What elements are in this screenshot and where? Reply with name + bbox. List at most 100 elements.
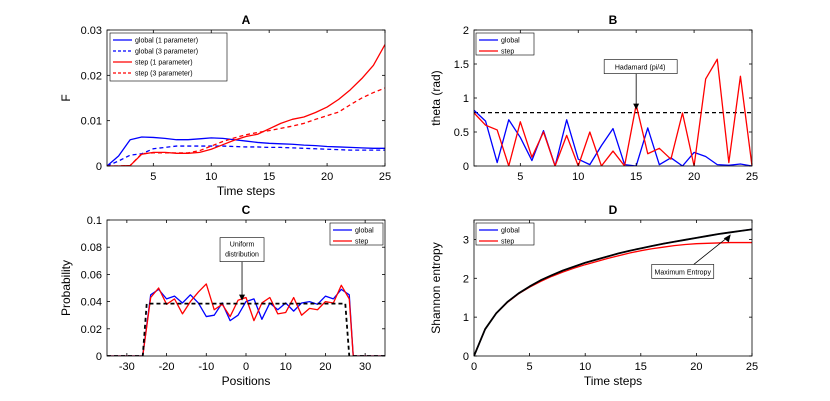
y-tick-label: 0.06 xyxy=(81,269,102,281)
y-axis-label: F xyxy=(59,94,73,101)
chart-panel-b: B 5 10 15 20 25 0 0.5 1 1.5 2 theta (rad) global step… xyxy=(429,13,758,183)
y-tick-label: 0.01 xyxy=(81,116,102,128)
y-tick-label: 0.02 xyxy=(81,70,102,82)
series-group xyxy=(474,228,752,356)
y-tick-label: 2 xyxy=(463,273,469,285)
annotation-box xyxy=(603,59,678,74)
annotation-box xyxy=(651,264,715,279)
x-tick-label: 0 xyxy=(471,361,477,373)
legend: global step xyxy=(475,32,535,56)
y-tick-label: 0.5 xyxy=(454,127,469,139)
series-line-global-1-parameter xyxy=(107,136,385,166)
x-tick-label: 5 xyxy=(150,171,156,183)
legend: global step xyxy=(475,222,535,246)
y-axis-label: theta (rad) xyxy=(429,70,443,125)
x-tick-label: 5 xyxy=(527,361,533,373)
x-tick-label: 10 xyxy=(280,361,292,373)
y-tick-label: 0.04 xyxy=(81,297,102,309)
x-tick-label: 15 xyxy=(630,171,642,183)
x-axis-label: Positions xyxy=(222,374,271,388)
x-tick-label: 20 xyxy=(321,171,333,183)
legend-label: step xyxy=(501,239,514,246)
y-tick-label: 0 xyxy=(463,351,469,363)
y-tick-label: 0.03 xyxy=(81,25,102,37)
x-tick-label: -10 xyxy=(198,361,214,373)
annotation-box xyxy=(219,237,265,262)
annotation-text: Hadamard (pi/4) xyxy=(615,65,666,72)
annotation: Uniform distribution xyxy=(219,237,265,301)
x-tick-label: -20 xyxy=(159,361,175,373)
legend-label: step xyxy=(501,49,514,56)
y-axis-label: Probability xyxy=(59,260,73,316)
y-tick-label: 0 xyxy=(463,161,469,173)
legend-box xyxy=(475,222,535,246)
x-tick-label: 10 xyxy=(579,361,591,373)
x-tick-label: 25 xyxy=(746,171,758,183)
x-tick-label: 10 xyxy=(572,171,584,183)
chart-title: A xyxy=(242,13,251,27)
annotation-arrow xyxy=(693,236,730,265)
legend: global (1 parameter) global (3 parameter)… xyxy=(109,32,228,82)
x-axis-label: Time steps xyxy=(584,374,642,388)
x-tick-label: 10 xyxy=(205,171,217,183)
annotation: Hadamard (pi/4) xyxy=(603,59,678,110)
chart-panel-c: C -30 -20 -10 0 10 20 30 0 0.02 0.04 0.06 0.08 0.1 Pos… xyxy=(59,203,386,388)
x-tick-label: 20 xyxy=(688,171,700,183)
series-line-global-3-parameter xyxy=(107,145,385,166)
y-tick-label: 1 xyxy=(463,93,469,105)
x-tick-label: 25 xyxy=(746,361,758,373)
legend-label: step (3 parameter) xyxy=(135,71,193,78)
legend-label: global (3 parameter) xyxy=(135,49,198,56)
annotation-text: Maximum Entropy xyxy=(655,269,712,276)
series-line-maximum-entropy xyxy=(474,228,752,356)
legend-label: global (1 parameter) xyxy=(135,38,198,45)
annotation-text: Uniform xyxy=(230,242,255,249)
chart-panel-a: A 5 10 15 20 25 0 0.01 0.02 0.03 Time steps Fglobal… xyxy=(59,13,391,198)
legend-label: global xyxy=(501,228,520,235)
chart-title: C xyxy=(242,203,251,217)
x-tick-label: 30 xyxy=(359,361,371,373)
series-line-global xyxy=(107,288,385,356)
x-tick-label: 20 xyxy=(319,361,331,373)
y-tick-label: 2 xyxy=(463,25,469,37)
annotation: Maximum Entropy xyxy=(651,234,731,279)
series-line-step xyxy=(474,241,752,356)
legend-label: step (1 parameter) xyxy=(135,60,193,67)
series-line-global xyxy=(474,109,752,166)
y-tick-label: 0.08 xyxy=(81,242,102,254)
chart-panel-d: D 0 5 10 15 20 25 0 1 2 3 Time steps Shannon entropy… xyxy=(429,203,758,388)
axes-box xyxy=(473,219,753,357)
x-axis-label: Time steps xyxy=(217,184,275,198)
annotation-arrowhead xyxy=(723,234,731,243)
annotation-arrowhead xyxy=(633,103,640,110)
x-tick-label: 20 xyxy=(690,361,702,373)
y-tick-label: 0.1 xyxy=(87,215,102,227)
y-tick-label: 1 xyxy=(463,312,469,324)
y-tick-label: 0 xyxy=(96,161,102,173)
series-group xyxy=(107,44,385,166)
legend-label: global xyxy=(501,38,520,45)
series-line-global xyxy=(474,228,752,356)
y-tick-label: 3 xyxy=(463,234,469,246)
chart-title: D xyxy=(609,203,618,217)
series-line-step xyxy=(107,283,385,356)
series-line-step-3-parameter xyxy=(107,87,385,166)
x-tick-label: 15 xyxy=(635,361,647,373)
y-tick-label: 0 xyxy=(96,351,102,363)
legend: global step xyxy=(329,222,384,246)
x-tick-label: 15 xyxy=(263,171,275,183)
series-line-step xyxy=(474,58,752,166)
x-tick-label: 25 xyxy=(379,171,391,183)
legend-box xyxy=(329,222,384,246)
y-tick-label: 0.02 xyxy=(81,324,102,336)
series-group xyxy=(107,283,385,356)
x-tick-label: 5 xyxy=(517,171,523,183)
y-tick-label: 1.5 xyxy=(454,59,469,71)
annotation-arrowhead xyxy=(239,294,246,301)
series-group xyxy=(474,58,752,166)
y-axis-label: Shannon entropy xyxy=(429,242,443,333)
annotation-text: distribution xyxy=(225,252,259,259)
legend-label: step xyxy=(355,239,368,246)
x-tick-label: -30 xyxy=(119,361,135,373)
